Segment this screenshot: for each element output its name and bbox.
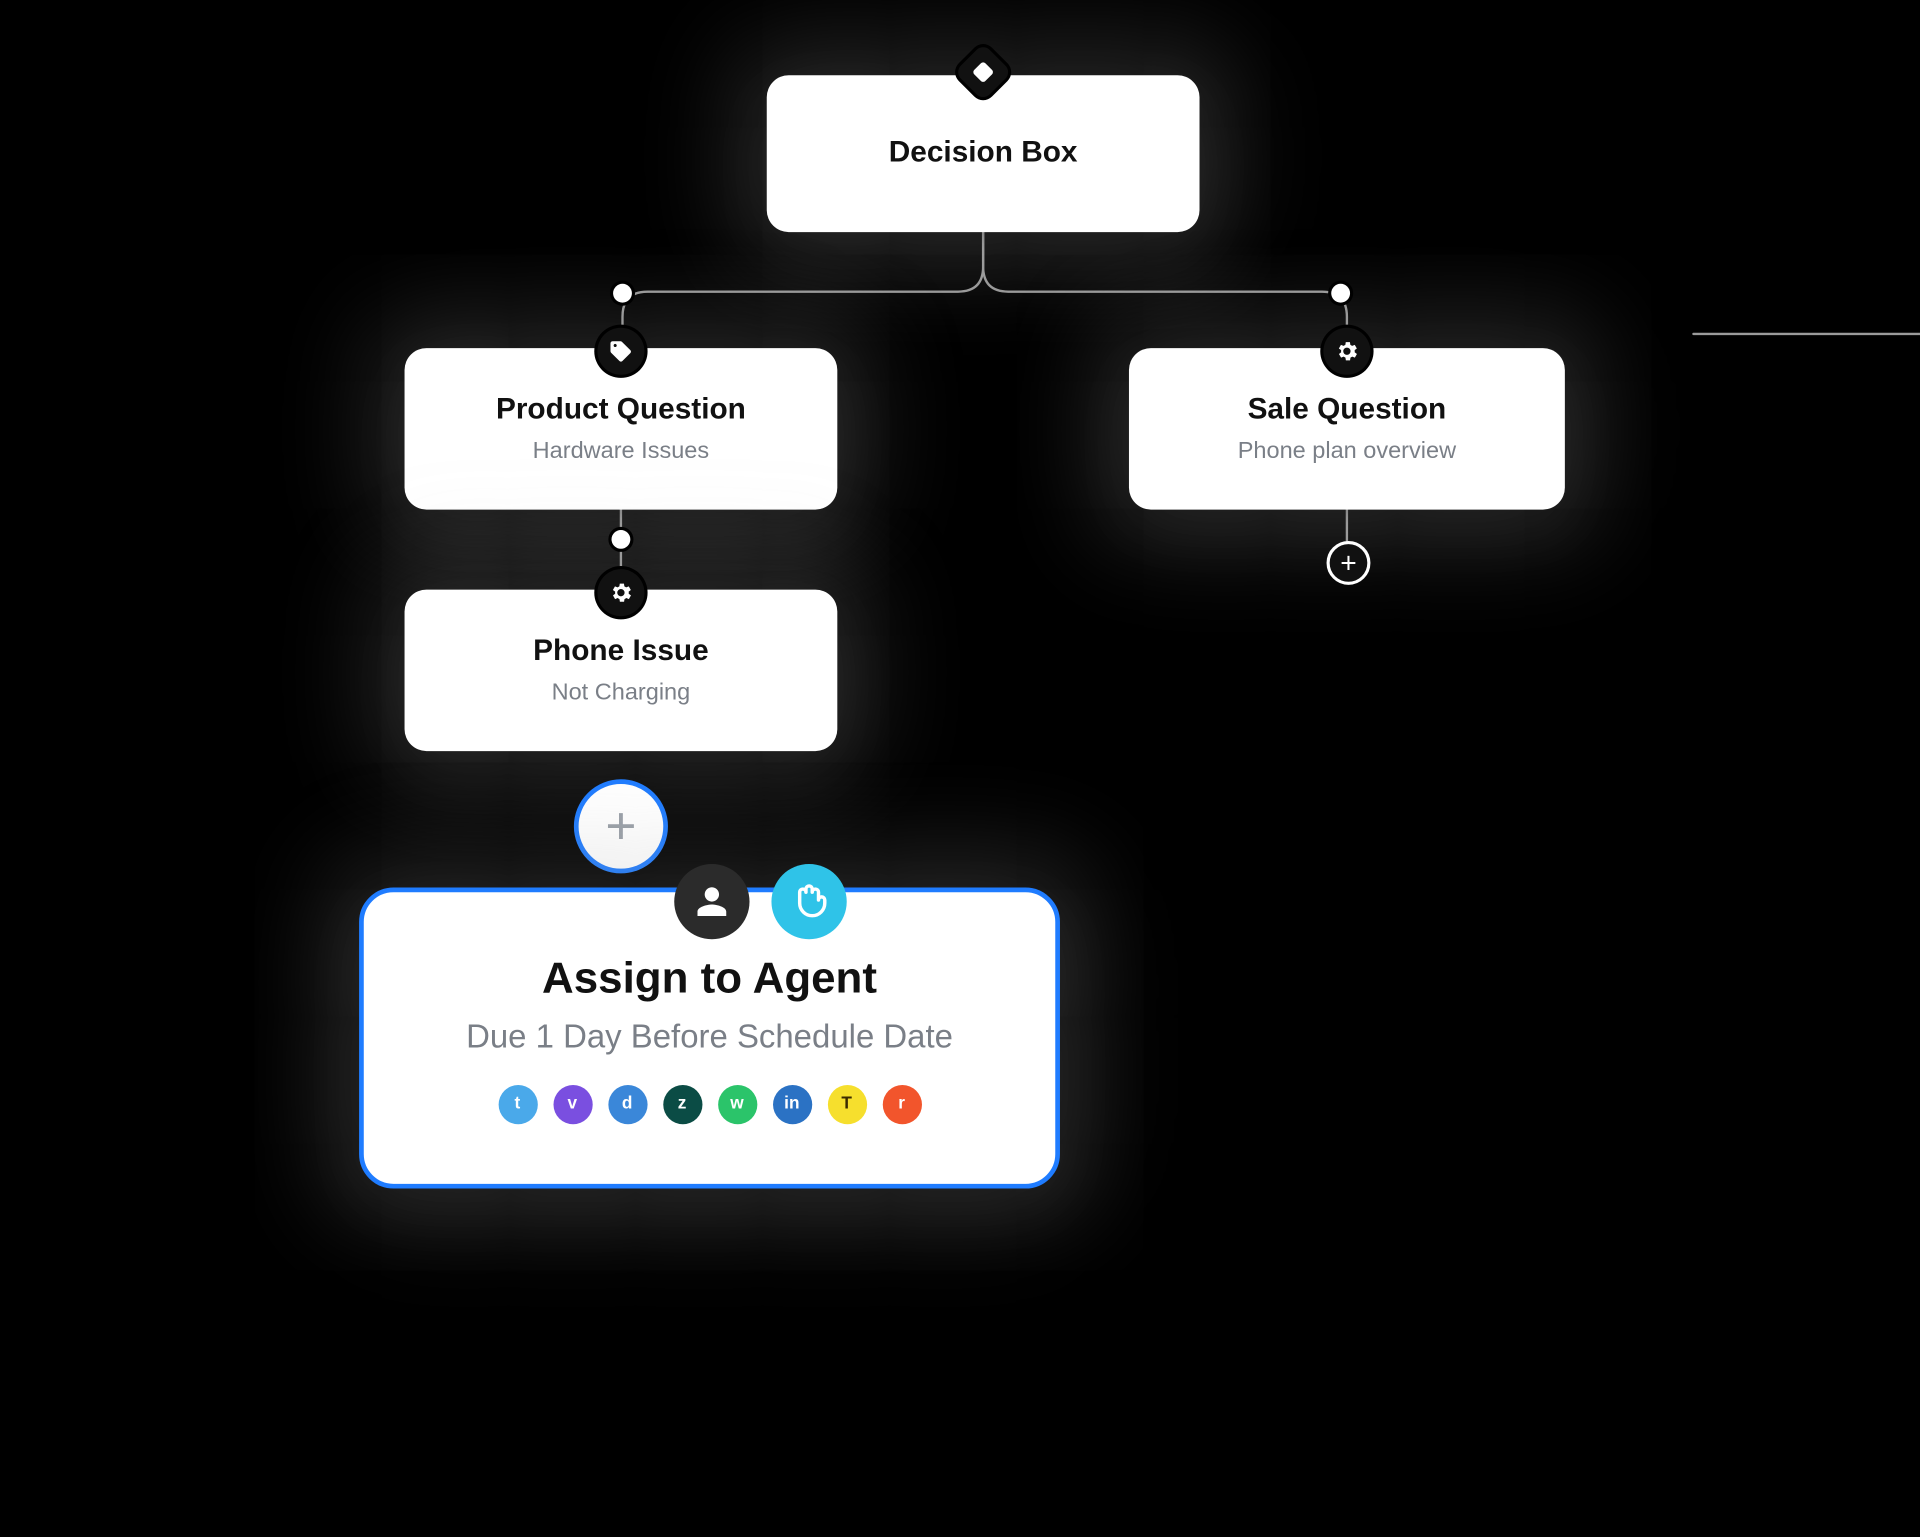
gear-icon xyxy=(1323,328,1370,375)
node-phone-subtitle: Not Charging xyxy=(552,679,691,706)
node-sale-subtitle: Phone plan overview xyxy=(1238,437,1456,464)
node-product-subtitle: Hardware Issues xyxy=(533,437,709,464)
person-icon[interactable] xyxy=(674,864,749,939)
node-product-title: Product Question xyxy=(496,394,746,428)
gear-icon xyxy=(597,569,644,616)
node-sale-title: Sale Question xyxy=(1248,394,1447,428)
connector-dot xyxy=(612,530,631,549)
whatsapp-icon[interactable]: w xyxy=(717,1084,756,1123)
discord-icon[interactable]: d xyxy=(608,1084,647,1123)
reddit-icon[interactable]: r xyxy=(882,1084,921,1123)
tag-icon xyxy=(597,328,644,375)
viber-icon[interactable]: v xyxy=(553,1084,592,1123)
node-decision[interactable]: Decision Box xyxy=(767,75,1200,232)
node-assign-subtitle: Due 1 Day Before Schedule Date xyxy=(466,1018,953,1056)
grab-icon[interactable] xyxy=(771,864,846,939)
kakaotalk-icon[interactable]: T xyxy=(827,1084,866,1123)
twitter-icon[interactable]: t xyxy=(498,1084,537,1123)
linkedin-icon[interactable]: in xyxy=(772,1084,811,1123)
connector-dot xyxy=(1331,284,1350,303)
zendesk-icon[interactable]: z xyxy=(662,1084,701,1123)
node-assign-top-icons xyxy=(674,864,846,939)
social-channels-row: tvdzwin Tr xyxy=(498,1084,921,1123)
node-phone-title: Phone Issue xyxy=(533,635,708,669)
connector-dot xyxy=(613,284,632,303)
add-node-button-sale[interactable]: + xyxy=(1327,541,1371,585)
add-node-button-phone[interactable]: + xyxy=(574,779,668,873)
node-decision-title: Decision Box xyxy=(889,136,1078,170)
node-assign-title: Assign to Agent xyxy=(542,953,877,1003)
